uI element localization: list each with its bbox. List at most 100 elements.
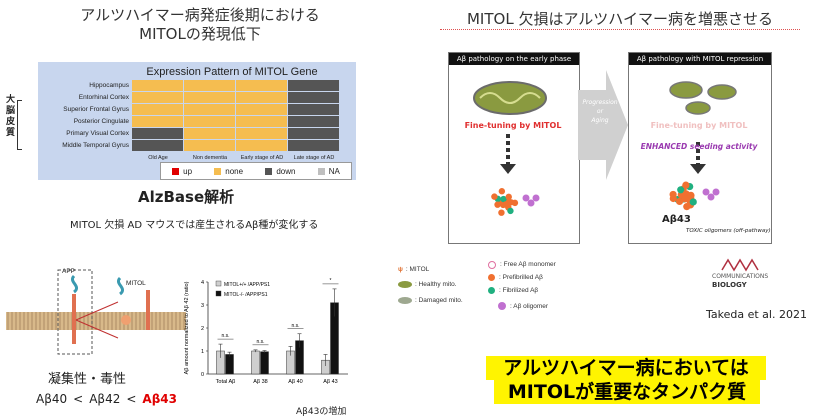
- figure-legend-right: : Free Aβ monomer : Prefibrilled Aβ : Fi…: [488, 258, 556, 315]
- ab40-text: Aβ40: [36, 392, 68, 406]
- heatmap-cell: [236, 104, 287, 115]
- lt-symbol-2: <: [126, 392, 137, 406]
- alzbase-label: AlzBase解析: [138, 188, 235, 206]
- abeta-oligomer: [522, 194, 530, 202]
- heatmap-col-label: Late stage of AD: [293, 155, 335, 161]
- ab43-text: Aβ43: [142, 392, 177, 406]
- legend-swatch: [317, 167, 325, 175]
- legend-oligomer: : Aβ oligomer: [498, 297, 556, 315]
- legend-fibrilized: : Fibrilized Aβ: [488, 284, 556, 297]
- legend-swatch: [265, 167, 273, 175]
- legend-series-label: MITOL-/- /APP/PS1: [224, 292, 268, 298]
- abeta-particle: [498, 188, 506, 195]
- heatmap-legend-item: down: [265, 167, 295, 176]
- panel1-fine-tuning: Fine-tuning by MITOL: [464, 121, 562, 130]
- panel2-header: Aβ pathology with MITOL repression: [629, 53, 771, 65]
- highlight-line1: アルツハイマー病においては: [486, 356, 766, 380]
- journal-name-line1: COMMUNICATIONS: [712, 273, 769, 280]
- legend-damaged: : Damaged mito.: [398, 292, 463, 308]
- abeta-oligomer: [527, 199, 535, 207]
- arrow-text-or: or: [596, 108, 604, 115]
- app-label: APP: [62, 268, 76, 275]
- abeta-oligomer: [712, 188, 720, 196]
- panel1-illustration: [473, 81, 547, 216]
- abeta-particle: [677, 186, 685, 194]
- significance-label: n.s.: [291, 323, 299, 329]
- progression-text: Progression or Aging: [580, 98, 620, 125]
- legend-swatch: [214, 167, 222, 175]
- legend-free-monomer: : Free Aβ monomer: [488, 258, 556, 271]
- bar: [225, 354, 234, 375]
- y-tick-label: 3: [201, 303, 204, 309]
- legend-label: NA: [328, 166, 340, 176]
- ab43-increase-note: Aβ43の増加: [296, 407, 347, 417]
- legend-label: down: [276, 166, 296, 176]
- mitol-repression-panel: Aβ pathology with MITOL repression: [628, 52, 772, 244]
- abeta-particle: [494, 201, 501, 208]
- legend-free-monomer-text: : Free Aβ monomer: [500, 261, 556, 268]
- panel2-fine-tuning: Fine-tuning by MITOL: [650, 121, 748, 130]
- enhanced-seeding-label: ENHANCED seeding activity: [640, 142, 758, 151]
- heatmap-cell: [184, 140, 235, 151]
- heatmap-cell: [288, 140, 339, 151]
- lt-symbol-1: <: [73, 392, 84, 406]
- abeta-particle: [507, 207, 514, 215]
- y-axis-label: Aβ amount normalized to Aβ 42 (ratio): [184, 281, 190, 374]
- right-title: MITOL 欠損はアルツハイマー病を増悪させる: [440, 10, 800, 30]
- legend-prefibrilled: : Prefibrilled Aβ: [488, 271, 556, 284]
- legend-label: none: [225, 166, 244, 176]
- abeta-particle: [681, 195, 689, 203]
- abeta-particle: [502, 201, 509, 208]
- bar: [251, 350, 260, 375]
- legend-healthy: : Healthy mito.: [398, 276, 463, 292]
- abeta-particle: [491, 193, 498, 200]
- heatmap-cell: [236, 92, 287, 103]
- x-tick-label: Aβ 38: [253, 379, 267, 385]
- y-tick-label: 0: [201, 372, 204, 378]
- mouse-subtitle: MITOL 欠損 AD マウスでは産生されるAβ種が変化する: [70, 220, 319, 231]
- citation: Takeda et al. 2021: [706, 308, 807, 321]
- abeta-particle: [500, 195, 507, 203]
- abeta-particle: [498, 209, 505, 216]
- journal-logo-icon: [721, 258, 759, 272]
- cortex-bracket: [17, 100, 22, 150]
- journal-name: COMMUNICATIONS BIOLOGY: [712, 273, 768, 289]
- y-tick-label: 2: [201, 326, 204, 332]
- panel1-header: Aβ pathology on the early phase: [449, 53, 579, 65]
- heatmap-cell: [184, 92, 235, 103]
- heatmap-cell: [132, 104, 183, 115]
- legend-damaged-text: : Damaged mito.: [415, 296, 463, 304]
- legend-swatch: [172, 167, 180, 175]
- significance-label: *: [330, 278, 332, 284]
- abeta-particle: [682, 181, 690, 189]
- heatmap-legend-item: none: [214, 167, 243, 176]
- heatmap-legend-item: up: [172, 167, 192, 176]
- legend-prefibrilled-text: : Prefibrilled Aβ: [499, 274, 543, 281]
- heatmap-row-label: Superior Frontal Gyrus: [63, 106, 129, 113]
- abeta-oligomer: [707, 193, 715, 201]
- significance-label: n.s.: [256, 339, 264, 345]
- legend-healthy-text: : Healthy mito.: [415, 280, 457, 288]
- heatmap-cell: [132, 116, 183, 127]
- abeta-particle: [669, 194, 677, 203]
- y-tick-label: 4: [201, 280, 204, 286]
- heatmap-row-label: Hippocampus: [89, 82, 129, 89]
- cortex-side-label: 大脳皮質: [6, 95, 16, 138]
- ab42-text: Aβ42: [89, 392, 121, 406]
- abeta-particle: [511, 199, 519, 207]
- legend-fibrilized-text: : Fibrilized Aβ: [499, 287, 539, 294]
- legend-label: up: [183, 166, 193, 176]
- heatmap-legend: up none down NA: [160, 162, 352, 180]
- heatmap-cell: [132, 80, 183, 91]
- app-membrane-diagram: [6, 269, 186, 355]
- abeta-oligomer: [702, 188, 710, 196]
- arrow-text-aging: Aging: [591, 117, 609, 124]
- heatmap-cell: [132, 92, 183, 103]
- heatmap-cell: [132, 140, 183, 151]
- abeta-particle: [687, 191, 695, 200]
- heatmap-cell: [132, 128, 183, 139]
- mitol-label: MITOL: [126, 280, 146, 287]
- ab-bar-chart: 0 1 2 3 4 Aβ amount normalized to Aβ 42 (rati…: [184, 278, 348, 385]
- heatmap-cell: [184, 128, 235, 139]
- heatmap-col-label: Early stage of AD: [240, 155, 284, 161]
